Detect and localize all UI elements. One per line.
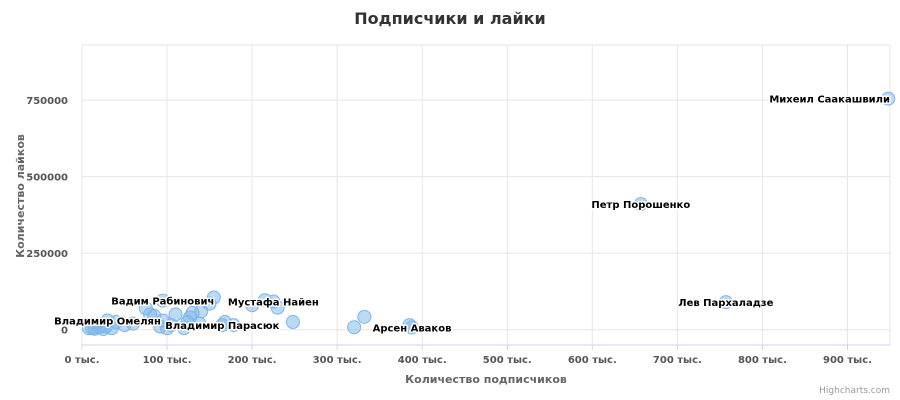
- point-labels: Михеил Саакашвили Петр Порошенко Лев Парха…: [53, 93, 892, 336]
- data-points: [81, 91, 896, 337]
- data-point[interactable]: [217, 315, 232, 330]
- data-point[interactable]: [285, 315, 300, 330]
- x-axis-title: Количество подписчиков: [405, 373, 567, 386]
- x-axis-ticks: 0 тыс. 100 тыс. 200 тыс. 300 тыс. 400 тыс. 50…: [64, 345, 872, 366]
- point-label: Петр Порошенко: [591, 200, 690, 211]
- data-point[interactable]: [270, 300, 285, 315]
- y-tick-label: 500000: [26, 173, 68, 184]
- data-point[interactable]: [402, 318, 417, 333]
- x-tick-label: 500 тыс.: [483, 355, 532, 366]
- point-label: Михеил Саакашвили: [769, 95, 890, 106]
- point-label: Мустафа Найен: [228, 297, 319, 309]
- x-tick-label: 300 тыс.: [313, 355, 362, 366]
- data-point[interactable]: [245, 298, 260, 313]
- data-point[interactable]: [153, 319, 168, 334]
- y-tick-label: 750000: [26, 96, 68, 107]
- data-point[interactable]: [633, 197, 648, 212]
- data-point[interactable]: [81, 321, 96, 336]
- x-tick-label: 900 тыс.: [823, 355, 872, 366]
- data-point[interactable]: [138, 301, 153, 316]
- y-axis-ticks: 0 250000 500000 750000: [26, 96, 68, 337]
- x-tick-label: 600 тыс.: [568, 355, 617, 366]
- data-point[interactable]: [357, 309, 372, 324]
- y-tick-label: 250000: [26, 249, 68, 260]
- x-tick-label: 0 тыс.: [64, 355, 99, 366]
- x-tick-label: 700 тыс.: [653, 355, 702, 366]
- data-point[interactable]: [155, 293, 170, 308]
- point-label: Арсен Аваков: [373, 324, 452, 335]
- x-tick-label: 400 тыс.: [398, 355, 447, 366]
- point-label: Вадим Рабинович: [111, 296, 214, 308]
- x-tick-label: 200 тыс.: [228, 355, 277, 366]
- data-point[interactable]: [718, 295, 733, 310]
- data-point[interactable]: [881, 91, 896, 106]
- credits-link[interactable]: Highcharts.com: [819, 386, 890, 396]
- y-tick-label: 0: [61, 326, 68, 337]
- x-tick-label: 100 тыс.: [143, 355, 192, 366]
- y-axis-title: Количество лайков: [14, 134, 27, 258]
- point-label: Владимир Парасюк: [165, 321, 279, 332]
- x-tick-label: 800 тыс.: [738, 355, 787, 366]
- data-point[interactable]: [347, 320, 362, 335]
- point-label: Лев Пархаладзе: [678, 298, 773, 309]
- chart-title: Подписчики и лайки: [354, 9, 545, 28]
- data-point[interactable]: [257, 293, 272, 308]
- point-label: Владимир Омелян: [54, 317, 161, 328]
